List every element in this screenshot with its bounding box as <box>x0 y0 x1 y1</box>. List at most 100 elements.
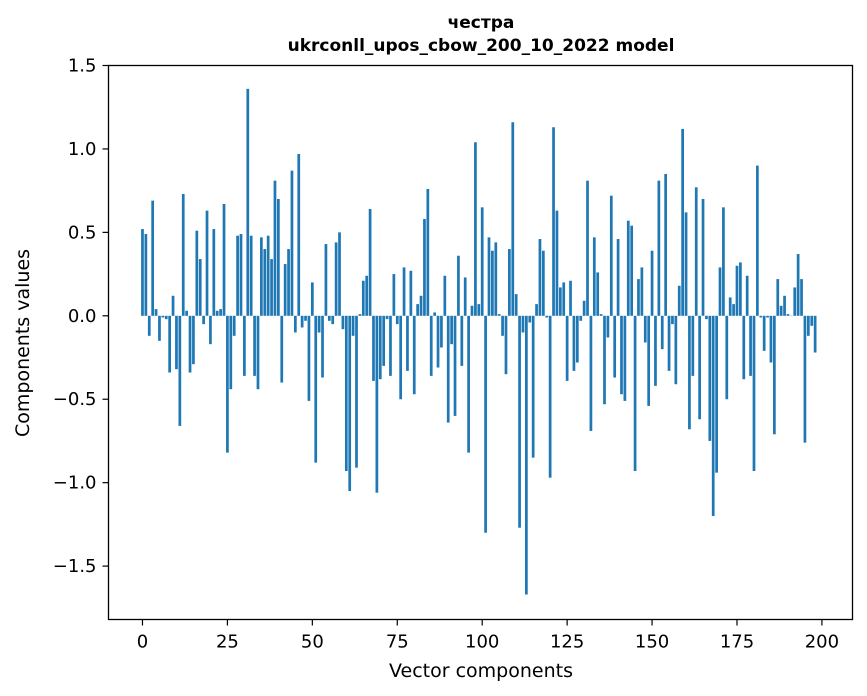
bar <box>497 314 501 316</box>
y-axis-label: Components values <box>12 249 34 437</box>
bar <box>164 315 168 320</box>
bar <box>708 315 712 441</box>
bar <box>562 282 566 316</box>
bar <box>310 282 314 316</box>
bar <box>382 315 386 366</box>
bar <box>351 315 355 336</box>
bar <box>361 280 365 316</box>
bar <box>800 279 803 316</box>
bar <box>151 200 155 316</box>
plot-frame <box>107 64 854 621</box>
bar <box>389 315 392 376</box>
bar <box>212 229 216 316</box>
bar <box>175 315 178 370</box>
bar <box>806 315 810 336</box>
bar <box>501 315 504 336</box>
bar <box>650 250 654 316</box>
bar <box>273 180 277 316</box>
bar <box>572 315 576 371</box>
x-axis-label: Vector components <box>389 660 573 682</box>
bar <box>260 237 263 316</box>
bar <box>433 312 436 316</box>
bar <box>776 279 780 316</box>
bar <box>331 315 335 325</box>
bar <box>209 315 212 345</box>
bar <box>399 315 403 400</box>
bar <box>783 295 786 316</box>
bar <box>467 315 470 453</box>
bar <box>341 315 345 330</box>
bar <box>344 315 348 471</box>
bar <box>521 315 525 333</box>
bar <box>321 315 324 378</box>
x-tick-label: 125 <box>550 632 584 653</box>
bar <box>603 315 606 405</box>
bar <box>688 315 691 430</box>
y-axis: 1.5 1.0 0.5 0.0 −0.5 −1.0 −1.5 <box>53 56 109 577</box>
bar <box>569 280 572 316</box>
bar <box>491 250 494 316</box>
bar <box>756 165 759 316</box>
bar <box>446 315 450 423</box>
x-tick-label: 0 <box>137 632 148 653</box>
bar <box>395 315 399 325</box>
bar <box>229 315 233 390</box>
bar <box>477 304 481 316</box>
bar <box>416 304 420 316</box>
bar <box>358 314 362 316</box>
bar <box>701 198 705 316</box>
bar <box>528 315 532 323</box>
bar <box>677 285 681 316</box>
bar <box>144 234 148 316</box>
bar <box>779 305 783 316</box>
bars-group <box>141 88 817 595</box>
bar <box>773 315 776 435</box>
bar <box>657 180 661 316</box>
bar <box>552 127 555 316</box>
bar <box>739 262 742 316</box>
bar <box>297 153 301 316</box>
bar <box>300 315 304 328</box>
bar <box>246 88 250 316</box>
bar <box>474 142 477 316</box>
bar <box>511 122 515 316</box>
bar <box>141 229 144 316</box>
bar <box>385 315 389 320</box>
bar <box>457 255 460 316</box>
x-tick-label: 100 <box>465 632 499 653</box>
bar <box>535 304 538 316</box>
bar <box>406 315 409 371</box>
bar <box>450 315 453 345</box>
bar <box>378 315 382 380</box>
bar <box>545 315 549 318</box>
y-tick-label: −1.5 <box>53 556 97 577</box>
bar <box>324 244 328 316</box>
bar <box>307 315 311 401</box>
bar <box>253 315 256 376</box>
bar <box>592 237 596 316</box>
bar <box>460 315 464 366</box>
bar <box>426 188 430 316</box>
bar <box>487 237 491 316</box>
bar <box>728 297 732 316</box>
bar <box>161 315 165 318</box>
x-axis: 0 25 50 75 100 125 150 175 200 <box>137 619 839 653</box>
bar <box>514 294 518 316</box>
bar <box>287 249 290 316</box>
bar <box>243 315 246 376</box>
bar <box>239 234 243 316</box>
bar <box>647 315 651 406</box>
bar <box>548 315 552 478</box>
bar <box>508 249 511 316</box>
bar <box>725 315 729 400</box>
bar <box>681 128 684 316</box>
bar <box>368 209 372 316</box>
bar <box>640 267 644 316</box>
bar <box>293 315 297 333</box>
bar <box>637 279 640 316</box>
bar <box>803 315 807 443</box>
x-tick-label: 150 <box>635 632 669 653</box>
bar <box>314 315 318 463</box>
bar <box>375 315 379 493</box>
y-tick-label: 0.0 <box>68 306 97 327</box>
